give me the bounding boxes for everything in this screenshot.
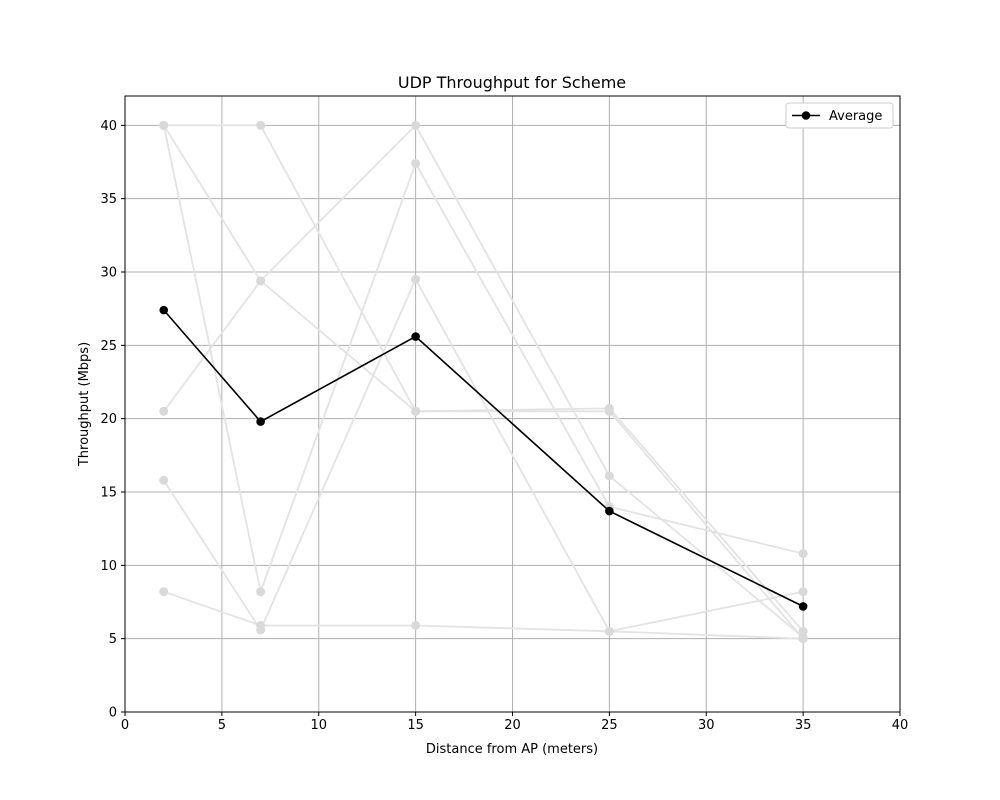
x-tick-label: 15 — [407, 718, 424, 733]
data-point — [159, 305, 169, 315]
data-point — [159, 406, 169, 416]
series-5 — [159, 274, 808, 636]
data-point — [256, 276, 266, 286]
data-point — [256, 620, 266, 630]
data-point — [411, 158, 421, 168]
data-point — [604, 626, 614, 636]
y-tick-label: 25 — [100, 339, 117, 354]
series-1 — [159, 120, 808, 636]
series-line — [163, 309, 804, 608]
y-tick-label: 10 — [100, 559, 117, 574]
series-4 — [159, 120, 808, 597]
y-tick-label: 5 — [109, 632, 117, 647]
x-tick-label: 35 — [795, 718, 812, 733]
legend-box — [785, 102, 894, 129]
series-2 — [159, 120, 808, 644]
data-point — [159, 587, 169, 597]
legend-label: Average — [829, 109, 882, 124]
y-tick-label: 35 — [100, 192, 117, 207]
data-point — [798, 634, 808, 644]
x-tick-label: 10 — [310, 718, 327, 733]
series-line — [163, 124, 804, 640]
x-tick-label: 25 — [601, 718, 618, 733]
x-tick-label: 30 — [698, 718, 715, 733]
y-tick-label: 0 — [109, 706, 117, 721]
data-point — [604, 471, 614, 481]
x-tick-label: 40 — [892, 718, 909, 733]
data-point — [798, 602, 808, 611]
data-point — [159, 120, 169, 130]
y-tick-label: 15 — [100, 486, 117, 501]
data-point — [411, 406, 421, 416]
x-axis-label: Distance from AP (meters) — [426, 742, 598, 757]
series-line — [163, 124, 804, 632]
y-axis-label: Throughput (Mbps) — [77, 342, 92, 467]
grid-lines — [124, 96, 901, 713]
y-tick-label: 20 — [100, 412, 117, 427]
data-point — [798, 549, 808, 559]
data-point — [411, 620, 421, 630]
data-point — [256, 120, 266, 130]
legend: Average — [785, 102, 894, 129]
data-point — [159, 475, 169, 485]
series-line — [163, 277, 804, 633]
axis-ticks: 0 5 10 15 20 25 30 35 40 0 5 10 15 20 25 30 35 40 — [100, 119, 908, 733]
y-tick-label: 30 — [100, 266, 117, 281]
data-point — [411, 332, 420, 341]
data-point — [411, 274, 421, 284]
series-line — [163, 123, 804, 638]
chart-title: UDP Throughput for Scheme — [398, 73, 626, 92]
series-layer — [159, 120, 808, 644]
x-tick-label: 20 — [504, 718, 521, 733]
y-tick-label: 40 — [100, 119, 117, 134]
data-point — [256, 587, 266, 597]
data-point — [604, 406, 614, 416]
data-point — [411, 120, 421, 130]
data-point — [256, 417, 265, 426]
series-6 — [159, 587, 808, 644]
data-point — [798, 587, 808, 597]
legend-marker — [801, 111, 811, 120]
data-point — [605, 506, 614, 516]
x-tick-label: 5 — [218, 718, 226, 733]
series-average — [159, 305, 808, 611]
x-tick-label: 0 — [121, 718, 129, 733]
